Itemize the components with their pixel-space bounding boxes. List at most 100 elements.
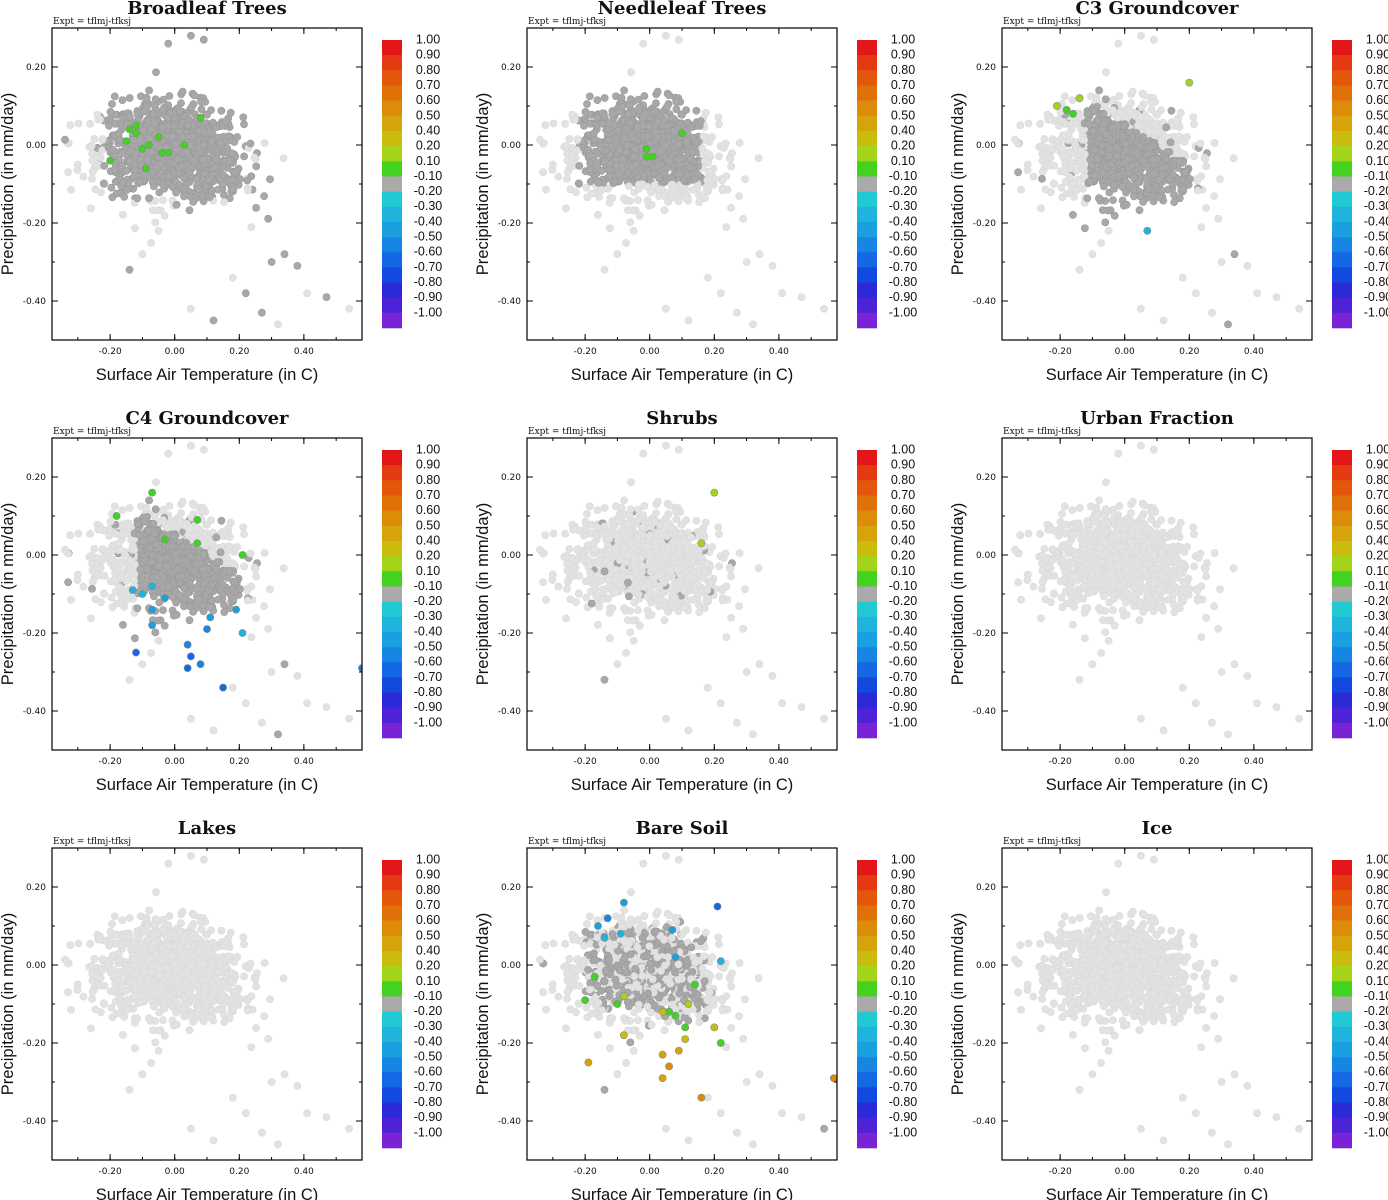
colorbar-label: -0.20 bbox=[889, 184, 918, 198]
point-background bbox=[561, 120, 569, 128]
point-neutral-dark bbox=[172, 188, 180, 197]
point-neutral-dark bbox=[125, 265, 134, 274]
point-background bbox=[118, 506, 127, 514]
point-background bbox=[1038, 156, 1047, 165]
colorbar-swatch bbox=[857, 40, 877, 56]
colorbar-label: -1.00 bbox=[414, 305, 443, 319]
y-axis-label: Precipitation (in mm/day) bbox=[0, 93, 17, 275]
point-background bbox=[563, 168, 572, 176]
point-neutral-dark bbox=[99, 179, 108, 188]
point-neutral-dark bbox=[150, 529, 159, 538]
point-background bbox=[1036, 120, 1044, 128]
point-neutral-dark bbox=[640, 172, 648, 181]
point-correlation bbox=[161, 594, 169, 602]
panel-title: Shrubs bbox=[646, 408, 717, 429]
point-background bbox=[739, 214, 748, 223]
point-background bbox=[207, 547, 216, 556]
point-neutral-dark bbox=[163, 113, 172, 122]
point-background bbox=[536, 135, 544, 144]
point-background bbox=[573, 135, 582, 143]
point-neutral-dark bbox=[125, 112, 134, 121]
point-background bbox=[718, 186, 727, 195]
colorbar-swatch bbox=[1332, 100, 1352, 117]
point-neutral-dark bbox=[1083, 194, 1092, 203]
point-background bbox=[1061, 159, 1070, 167]
colorbar-label: 0.40 bbox=[416, 533, 440, 547]
point-neutral-dark bbox=[199, 35, 208, 44]
point-neutral-dark bbox=[264, 214, 273, 223]
point-background bbox=[597, 186, 606, 194]
point-neutral-dark bbox=[1106, 144, 1114, 153]
point-neutral-dark bbox=[185, 115, 193, 124]
point-background bbox=[142, 503, 151, 512]
point-background bbox=[192, 524, 201, 532]
point-neutral-dark bbox=[1098, 206, 1107, 214]
experiment-label: Expt = tflmj-tfksj bbox=[53, 17, 131, 27]
colorbar-swatch bbox=[382, 480, 402, 496]
point-background bbox=[246, 549, 255, 558]
point-neutral-dark bbox=[110, 165, 119, 174]
point-background bbox=[98, 545, 107, 553]
point-background bbox=[209, 726, 218, 735]
point-neutral-dark bbox=[159, 95, 168, 104]
point-neutral-dark bbox=[694, 170, 702, 179]
point-neutral-dark bbox=[575, 161, 584, 170]
point-background bbox=[175, 517, 184, 526]
colorbar: 1.000.900.800.700.600.500.400.200.10-0.1… bbox=[1332, 33, 1388, 329]
colorbar-swatch bbox=[1332, 297, 1352, 314]
point-background bbox=[820, 304, 828, 313]
point-neutral-dark bbox=[1170, 190, 1178, 199]
point-background bbox=[345, 304, 353, 313]
point-neutral-dark bbox=[135, 530, 144, 539]
point-neutral-dark bbox=[240, 152, 248, 161]
colorbar-label: -0.60 bbox=[889, 245, 918, 259]
colorbar-label: 1.00 bbox=[416, 33, 440, 47]
point-background bbox=[1183, 133, 1192, 141]
point-background bbox=[1147, 98, 1156, 106]
point-neutral-dark bbox=[581, 108, 590, 116]
point-neutral-dark bbox=[252, 162, 261, 171]
x-tick-label: -0.20 bbox=[98, 757, 122, 767]
point-neutral-dark bbox=[122, 186, 131, 194]
colorbar-swatch bbox=[382, 465, 402, 481]
point-neutral-dark bbox=[159, 106, 167, 114]
point-background bbox=[627, 68, 635, 77]
point-neutral-dark bbox=[118, 149, 126, 158]
point-neutral-dark bbox=[1085, 120, 1094, 129]
colorbar-swatch bbox=[382, 662, 402, 678]
point-neutral-dark bbox=[646, 139, 655, 148]
point-neutral-dark bbox=[686, 163, 694, 172]
point-background bbox=[541, 121, 550, 130]
point-background bbox=[742, 258, 751, 266]
point-neutral-dark bbox=[199, 155, 208, 164]
point-neutral-dark bbox=[149, 519, 158, 528]
colorbar-label: 0.20 bbox=[1366, 139, 1388, 153]
point-neutral-dark bbox=[200, 579, 209, 588]
point-neutral-dark bbox=[1121, 139, 1130, 148]
point-background bbox=[1217, 258, 1226, 266]
colorbar-label: 0.60 bbox=[891, 93, 915, 107]
point-background bbox=[164, 449, 173, 458]
point-neutral-dark bbox=[1162, 155, 1170, 164]
point-neutral-dark bbox=[1108, 123, 1117, 132]
point-background bbox=[1016, 121, 1025, 130]
colorbar-label: -0.30 bbox=[1364, 199, 1388, 213]
point-correlation bbox=[219, 683, 227, 692]
point-neutral-dark bbox=[600, 94, 609, 102]
point-background bbox=[74, 119, 83, 128]
point-correlation bbox=[1143, 226, 1152, 235]
point-neutral-dark bbox=[1163, 148, 1172, 156]
point-background bbox=[1088, 250, 1097, 259]
point-neutral-dark bbox=[1166, 138, 1175, 147]
point-background bbox=[1057, 183, 1066, 192]
point-neutral-dark bbox=[143, 155, 151, 164]
point-background bbox=[1076, 146, 1085, 155]
y-tick-label: -0.40 bbox=[973, 297, 997, 307]
y-tick-label: 0.00 bbox=[976, 141, 996, 151]
point-background bbox=[1024, 119, 1033, 128]
colorbar-swatch bbox=[382, 722, 402, 739]
point-neutral-dark bbox=[594, 178, 603, 187]
point-neutral-dark bbox=[186, 192, 194, 201]
colorbar-swatch bbox=[857, 100, 877, 117]
